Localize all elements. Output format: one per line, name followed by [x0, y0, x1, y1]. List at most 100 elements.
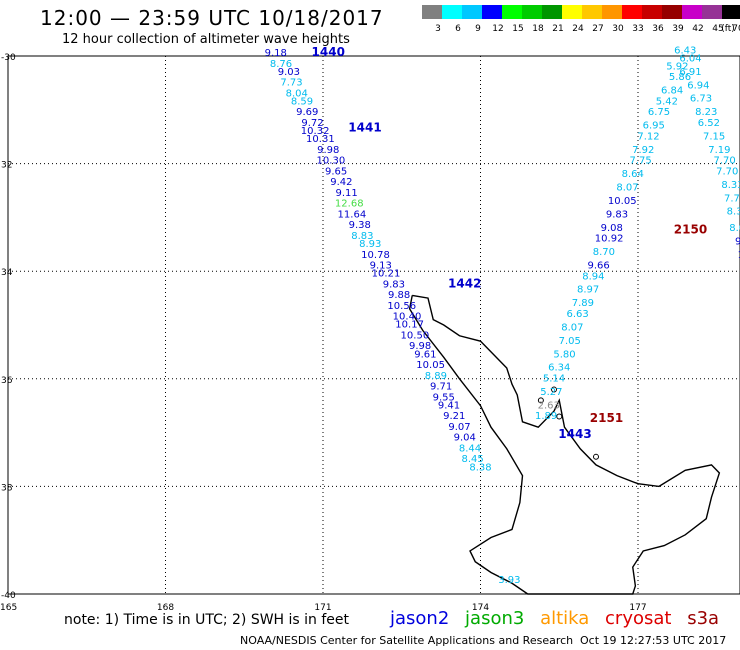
wave-height-value: 8.09 — [729, 223, 740, 234]
wave-height-value: 8.37 — [727, 207, 740, 218]
lon-tick-label: 177 — [629, 603, 646, 613]
wave-height-value: 7.15 — [703, 131, 725, 142]
wave-height-value: 8.70 — [593, 247, 615, 258]
pass-time-label: 1443 — [558, 427, 591, 441]
island — [593, 453, 599, 460]
wave-height-value: 9.72 — [301, 118, 323, 129]
wave-height-value: 9.69 — [296, 107, 318, 118]
wave-height-value: 8.33 — [721, 180, 740, 191]
wave-height-value: 5.42 — [656, 96, 678, 107]
satellite-jason2: jason2 — [390, 608, 450, 629]
plot-frame — [7, 55, 740, 595]
wave-height-value: 8.89 — [425, 371, 447, 382]
footer-timestamp: Oct 19 12:27:53 UTC 2017 — [580, 634, 727, 647]
wave-height-value: 5.27 — [540, 387, 562, 398]
lat-lon-grid — [7, 55, 740, 595]
wave-height-value: 9.61 — [414, 349, 436, 360]
pass-time-label: 2150 — [674, 223, 707, 237]
wave-height-value: 10.40 — [393, 312, 422, 323]
pass-time-label: 1442 — [448, 276, 481, 290]
wave-height-value: 9.08 — [601, 223, 623, 234]
wave-height-value: 1.89 — [535, 411, 557, 422]
wave-height-value: 10. — [738, 250, 740, 261]
legend-swatch — [722, 5, 740, 19]
wave-height-value: 6.95 — [643, 121, 665, 132]
altimeter-tracks: 9.188.769.037.738.048.599.699.7210.3210.… — [265, 45, 740, 586]
wave-height-value: 7.70 — [716, 166, 738, 177]
wave-height-value: 10.56 — [387, 301, 416, 312]
wave-height-value: 7.05 — [559, 336, 581, 347]
satellite-jason3: jason3 — [465, 608, 525, 629]
wave-height-value: 9.21 — [443, 411, 465, 422]
wave-height-value: 7.92 — [632, 145, 654, 156]
wave-height-value: 9.83 — [606, 209, 628, 220]
footer-credit: NOAA/NESDIS Center for Satellite Applica… — [240, 634, 574, 647]
legend-label: 9 — [475, 24, 481, 34]
pass-time-label: 1441 — [348, 120, 381, 134]
wave-height-value: 9.83 — [383, 279, 405, 290]
lat-tick-label: -40 — [1, 591, 16, 601]
wave-height-value: 6.75 — [648, 107, 670, 118]
map-subtitle: 12 hour collection of altimeter wave hei… — [62, 32, 350, 47]
lon-tick-label: 168 — [157, 603, 174, 613]
lat-tick-label: 34 — [1, 268, 13, 278]
wave-height-value: 6.43 — [674, 45, 696, 56]
wave-height-value: 10.05 — [608, 196, 637, 207]
wave-height-value: 9.55 — [433, 392, 455, 403]
wave-height-value: 8.83 — [351, 231, 373, 242]
wave-height-value: 9.66 — [587, 261, 609, 272]
wave-height-value: 9.11 — [335, 188, 357, 199]
wave-height-value: 5.14 — [543, 373, 565, 384]
axis-labels: -30 32 34 36 38 -40 165 168 171 174 177 — [0, 53, 647, 613]
legend-swatch — [422, 5, 442, 19]
legend-label: 18 — [532, 24, 544, 34]
satellite-legend: jason2 jason3 altika cryosat s3a — [390, 608, 729, 629]
wave-height-value: 7.89 — [572, 298, 594, 309]
wave-height-value: 10.50 — [401, 330, 430, 341]
wave-height-value: 8.23 — [695, 107, 717, 118]
wave-height-value: 10.78 — [361, 250, 390, 261]
lon-tick-label: 174 — [472, 603, 489, 613]
wave-height-value: 6.84 — [661, 86, 683, 97]
legend-label: 15 — [512, 24, 523, 34]
legend-label: 70 — [732, 24, 740, 34]
wave-height-value: 6.52 — [698, 118, 720, 129]
legend-swatch — [562, 5, 582, 19]
wave-height-value: 5.80 — [553, 349, 575, 360]
map-title: 12:00 — 23:59 UTC 10/18/2017 — [40, 6, 384, 30]
wave-height-value: 8.94 — [582, 271, 604, 282]
wave-height-value: 9.13 — [370, 261, 392, 272]
wave-height-value: 9.04 — [454, 433, 476, 444]
wave-height-value: 10.21 — [372, 269, 401, 280]
satellite-cryosat: cryosat — [605, 608, 672, 629]
legend-label: 6 — [455, 24, 461, 34]
legend-label: 42 — [692, 24, 703, 34]
wave-height-value: 8.97 — [577, 285, 599, 296]
legend-label: 21 — [552, 24, 563, 34]
wave-height-value: 9.8 — [735, 236, 740, 247]
wave-height-value: 9.03 — [278, 67, 300, 78]
wave-height-value: 8.64 — [622, 169, 644, 180]
wave-height-value: 5.86 — [669, 72, 691, 83]
wave-height-value: 9.42 — [330, 177, 352, 188]
wave-height-value: 8.76 — [270, 59, 292, 70]
wave-height-value: 6.34 — [548, 363, 570, 374]
wave-height-value: 9.07 — [448, 422, 470, 433]
wave-height-value: 9.98 — [409, 341, 431, 352]
wave-height-value: 6.73 — [690, 94, 712, 105]
wave-height-value: 6.94 — [687, 80, 709, 91]
wave-height-value: 9.98 — [317, 145, 339, 156]
footer-note: note: 1) Time is in UTC; 2) SWH is in fe… — [64, 612, 350, 628]
pass-time-label: 1440 — [312, 45, 345, 59]
island — [551, 386, 557, 393]
wave-height-value: 11.64 — [338, 209, 367, 220]
coastline — [408, 294, 721, 595]
wave-height-value: 6.04 — [679, 53, 701, 64]
lat-tick-label: -30 — [1, 53, 16, 63]
legend-swatch — [662, 5, 682, 19]
lat-tick-label: 38 — [1, 483, 13, 493]
legend-label: 30 — [612, 24, 624, 34]
legend-swatch — [582, 5, 602, 19]
lat-tick-label: 32 — [1, 161, 12, 171]
